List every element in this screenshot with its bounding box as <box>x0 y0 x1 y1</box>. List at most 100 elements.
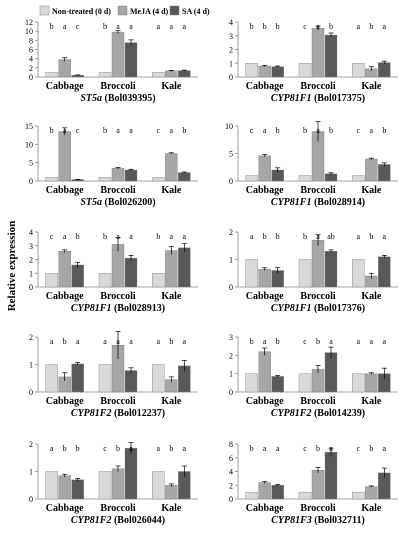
bar-kale-non-treated <box>352 491 365 500</box>
category-label-kale: Kale <box>161 396 182 407</box>
bar-cabbage-meja <box>258 155 271 182</box>
gene-name: CYP81F2 <box>271 408 314 419</box>
significance-letter: b <box>50 126 54 135</box>
significance-letter: b <box>369 22 373 31</box>
significance-letter: a <box>383 232 387 241</box>
gene-id: (Bol014239) <box>314 408 365 419</box>
category-label-kale: Kale <box>161 185 182 196</box>
significance-letter: b <box>50 22 54 31</box>
significance-letter: a <box>63 22 67 31</box>
significance-letter: a <box>183 232 187 241</box>
bar-broccoli-non-treated <box>298 175 312 182</box>
y-tick-label: 3 <box>29 242 33 251</box>
legend-label-non-treated: Non-treated (0 d) <box>52 7 111 16</box>
bar-cabbage-sa <box>271 376 284 393</box>
significance-letter: b <box>303 126 307 135</box>
y-tick-label: 2 <box>229 46 233 55</box>
legend-swatch-meja <box>117 5 128 16</box>
bar-broccoli-sa <box>324 34 338 78</box>
y-tick-label: 4 <box>29 55 33 64</box>
significance-letter: b <box>263 232 267 241</box>
significance-letter: a <box>63 232 67 241</box>
significance-letter: b <box>76 444 80 453</box>
category-label-kale: Kale <box>361 396 382 407</box>
bar-cabbage-sa <box>71 74 84 78</box>
bar-kale-sa <box>178 70 191 78</box>
y-tick-label: 1 <box>29 361 33 370</box>
significance-letter: a <box>129 232 133 241</box>
gene-id: (Bol026200) <box>105 197 156 208</box>
significance-letter: b <box>250 337 254 346</box>
gene-id: (Bol039395) <box>105 93 156 104</box>
significance-letter: a <box>183 337 187 346</box>
significance-letter: a <box>157 22 161 31</box>
y-tick-label: 6 <box>229 454 233 463</box>
category-label-broccoli: Broccoli <box>300 185 336 196</box>
significance-letter: a <box>116 126 120 135</box>
significance-letter: a <box>357 337 361 346</box>
significance-letter: b <box>169 444 173 453</box>
gene-name: ST5a <box>80 197 104 208</box>
category-label-kale: Kale <box>361 291 382 302</box>
y-tick-label: 3 <box>229 333 233 342</box>
gene-caption: CYP81F1 (Bol028913) <box>71 303 165 314</box>
significance-letter: a <box>103 337 107 346</box>
significance-letter: a <box>370 126 374 135</box>
significance-letter: c <box>76 22 80 31</box>
significance-letter: a <box>329 337 333 346</box>
significance-letter: b <box>316 337 320 346</box>
bar-kale-meja <box>365 486 378 500</box>
significance-letter: a <box>50 444 54 453</box>
legend: Non-treated (0 d) MeJA (4 d) SA (4 d) <box>39 5 210 16</box>
bar-broccoli-sa <box>324 452 338 500</box>
bar-cabbage-meja <box>258 268 271 288</box>
significance-letter: a <box>183 444 187 453</box>
bar-kale-meja <box>165 153 178 182</box>
category-label-cabbage: Cabbage <box>246 81 284 92</box>
bar-cabbage-sa <box>271 485 284 500</box>
significance-letter: b <box>382 126 386 135</box>
category-label-cabbage: Cabbage <box>46 396 84 407</box>
significance-letter: a <box>357 232 361 241</box>
gene-caption: CYP81F1 (Bol017376) <box>271 303 365 314</box>
significance-letter: a <box>316 126 320 135</box>
y-tick-label: 12 <box>25 18 33 27</box>
bar-broccoli-non-treated <box>98 177 112 182</box>
y-tick-label: 2 <box>29 64 33 73</box>
significance-letter: b <box>63 337 67 346</box>
y-tick-label: 0 <box>229 177 233 186</box>
bar-cabbage-meja <box>58 59 71 78</box>
gene-name: CYP81F1 <box>71 303 114 314</box>
gene-name: CYP81F2 <box>71 515 114 526</box>
category-label-cabbage: Cabbage <box>46 503 84 514</box>
significance-letter: b <box>250 22 254 31</box>
category-label-broccoli: Broccoli <box>300 396 336 407</box>
bar-kale-sa <box>378 62 391 78</box>
significance-letter: c <box>303 337 307 346</box>
bar-cabbage-meja <box>58 251 71 288</box>
bar-kale-sa <box>378 164 391 182</box>
y-tick-label: 4 <box>29 228 33 237</box>
significance-letter: c <box>357 444 361 453</box>
significance-letter: b <box>263 22 267 31</box>
bar-cabbage-non-treated <box>245 373 258 393</box>
y-tick-label: 0 <box>29 388 33 397</box>
y-tick-label: 10 <box>25 140 33 149</box>
category-label-kale: Kale <box>361 503 382 514</box>
bar-cabbage-meja <box>258 351 271 393</box>
significance-letter: ab <box>327 232 335 241</box>
significance-letter: c <box>303 444 307 453</box>
gene-caption: CYP81F1 (Bol017375) <box>271 93 365 104</box>
significance-letter: b <box>116 444 120 453</box>
gene-name: CYP81F2 <box>71 408 114 419</box>
category-label-broccoli: Broccoli <box>100 291 136 302</box>
y-tick-label: 4 <box>229 468 233 477</box>
significance-letter: b <box>276 22 280 31</box>
significance-letter: a <box>250 232 254 241</box>
bar-cabbage-sa <box>71 179 84 182</box>
